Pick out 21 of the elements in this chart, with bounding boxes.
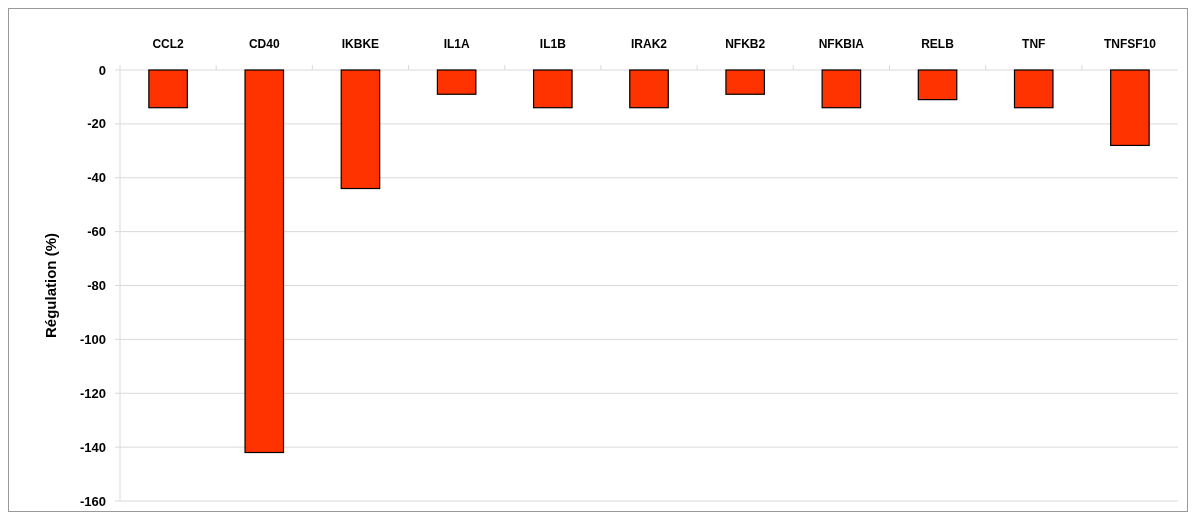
x-tick-label: TNFSF10: [1103, 37, 1157, 51]
x-tick-label: TNF: [1022, 37, 1046, 51]
x-tick-label: IL1B: [539, 37, 567, 51]
y-tick-label: -20: [87, 116, 106, 132]
x-tick-label: NFKB2: [725, 37, 766, 51]
y-tick-label: -160: [79, 493, 106, 509]
y-tick-label: -40: [87, 170, 106, 186]
x-tick-label: NFKBIA: [818, 37, 865, 51]
y-tick-label: 0: [98, 62, 106, 78]
y-tick-label: -140: [79, 439, 106, 455]
y-tick-label: -100: [79, 331, 106, 347]
x-tick-label: CCL2: [152, 37, 185, 51]
x-tick-label: IKBKE: [341, 37, 380, 51]
y-tick-label: -60: [87, 224, 106, 240]
y-tick-label: -80: [87, 278, 106, 294]
y-tick-label: -120: [79, 385, 106, 401]
x-tick-label: CD40: [248, 37, 280, 51]
x-tick-label: RELB: [921, 37, 955, 51]
x-tick-label: IL1A: [443, 37, 470, 51]
x-tick-label: IRAK2: [630, 37, 668, 51]
y-axis-title: Régulation (%): [42, 233, 59, 338]
